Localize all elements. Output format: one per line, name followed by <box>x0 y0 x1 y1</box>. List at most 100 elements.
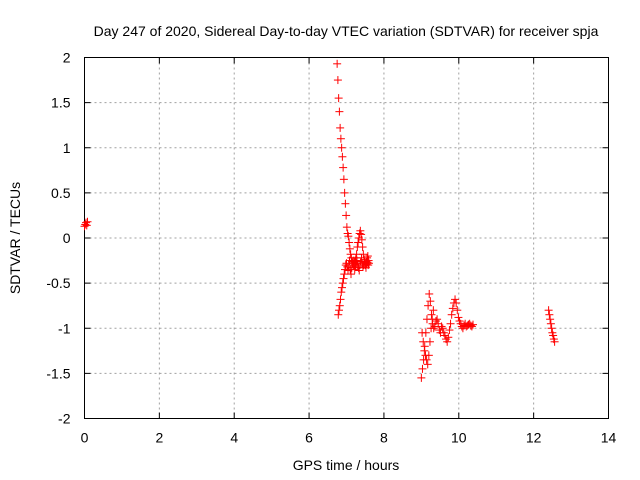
data-point <box>444 333 453 342</box>
data-point <box>364 261 373 270</box>
data-point <box>341 199 350 208</box>
chart-title: Day 247 of 2020, Sidereal Day-to-day VTE… <box>94 23 599 39</box>
data-points <box>80 59 559 382</box>
y-tick-label: -0.5 <box>46 275 70 291</box>
data-point <box>337 288 346 297</box>
y-tick-label: 0 <box>63 230 71 246</box>
data-point <box>424 351 433 360</box>
data-point <box>336 134 345 143</box>
y-tick-label: 2 <box>63 50 71 66</box>
x-tick-label: 2 <box>155 430 163 446</box>
data-point <box>467 322 476 331</box>
data-point <box>338 279 347 288</box>
y-tick-label: -1.5 <box>46 365 70 381</box>
y-axis-label: SDTVAR / TECUs <box>7 182 23 294</box>
data-point <box>445 326 454 335</box>
data-point <box>427 324 436 333</box>
data-point <box>427 310 436 319</box>
data-point <box>336 123 345 132</box>
data-point <box>546 319 555 328</box>
data-point <box>448 304 457 313</box>
data-point <box>425 337 434 346</box>
data-point <box>546 315 555 324</box>
data-point <box>338 283 347 292</box>
x-tick-label: 4 <box>230 430 238 446</box>
data-point <box>339 274 348 283</box>
data-point <box>334 94 343 103</box>
data-point <box>545 310 554 319</box>
data-point <box>419 337 428 346</box>
data-point <box>340 188 349 197</box>
data-point <box>437 322 446 331</box>
y-tick-label: 0.5 <box>51 185 71 201</box>
data-point <box>424 301 433 310</box>
data-point <box>425 289 434 298</box>
data-point <box>357 235 366 244</box>
data-point <box>333 76 342 85</box>
data-point <box>355 266 364 275</box>
data-point <box>339 175 348 184</box>
data-point <box>336 295 345 304</box>
data-point <box>466 321 475 330</box>
data-point <box>335 107 344 116</box>
data-point <box>453 306 462 315</box>
data-point <box>342 223 351 232</box>
x-tick-label: 14 <box>601 430 617 446</box>
data-point <box>335 301 344 310</box>
data-point <box>443 337 452 346</box>
data-point <box>82 221 91 230</box>
data-point <box>358 243 367 252</box>
data-point <box>420 346 429 355</box>
data-point <box>438 324 447 333</box>
x-tick-label: 0 <box>81 430 89 446</box>
data-point <box>359 250 368 259</box>
data-point <box>418 364 427 373</box>
data-point <box>454 313 463 322</box>
data-point <box>338 152 347 161</box>
data-point <box>333 59 342 68</box>
data-point <box>423 360 432 369</box>
data-point <box>344 232 353 241</box>
data-point <box>422 355 431 364</box>
x-tick-label: 10 <box>451 430 467 446</box>
y-tick-label: -1 <box>58 320 71 336</box>
grid <box>84 57 609 419</box>
data-point <box>352 256 361 265</box>
data-point <box>429 306 438 315</box>
y-tick-label: 1 <box>63 140 71 156</box>
data-point <box>337 143 346 152</box>
data-point <box>356 226 365 235</box>
data-point <box>426 297 435 306</box>
data-point <box>440 331 449 340</box>
data-point <box>335 306 344 315</box>
data-point <box>364 259 373 268</box>
data-point <box>334 310 343 319</box>
data-point <box>547 324 556 333</box>
y-tick-label: -2 <box>58 411 71 427</box>
data-point <box>83 217 92 226</box>
data-point <box>452 298 461 307</box>
x-tick-label: 8 <box>380 430 388 446</box>
data-point <box>549 331 558 340</box>
data-point <box>417 373 426 382</box>
data-point <box>469 320 478 329</box>
data-point <box>339 163 348 172</box>
x-tick-label: 12 <box>526 430 542 446</box>
y-tick-label: 1.5 <box>51 95 71 111</box>
data-point <box>447 310 456 319</box>
data-point <box>345 244 354 253</box>
data-point <box>346 270 355 279</box>
axis-ticks <box>84 57 609 419</box>
data-point <box>451 295 460 304</box>
x-tick-label: 6 <box>305 430 313 446</box>
data-point <box>357 230 366 239</box>
data-point <box>345 238 354 247</box>
tick-labels: 0 2 4 6 8 10 12 14 -2 -1.5 -1 -0.5 0 0.5 1 1.5 2 <box>46 50 616 446</box>
data-point <box>428 315 437 324</box>
data-point <box>340 270 349 279</box>
data-point <box>418 328 427 337</box>
data-point <box>446 319 455 328</box>
data-point <box>342 211 351 220</box>
x-axis-label: GPS time / hours <box>293 457 400 473</box>
